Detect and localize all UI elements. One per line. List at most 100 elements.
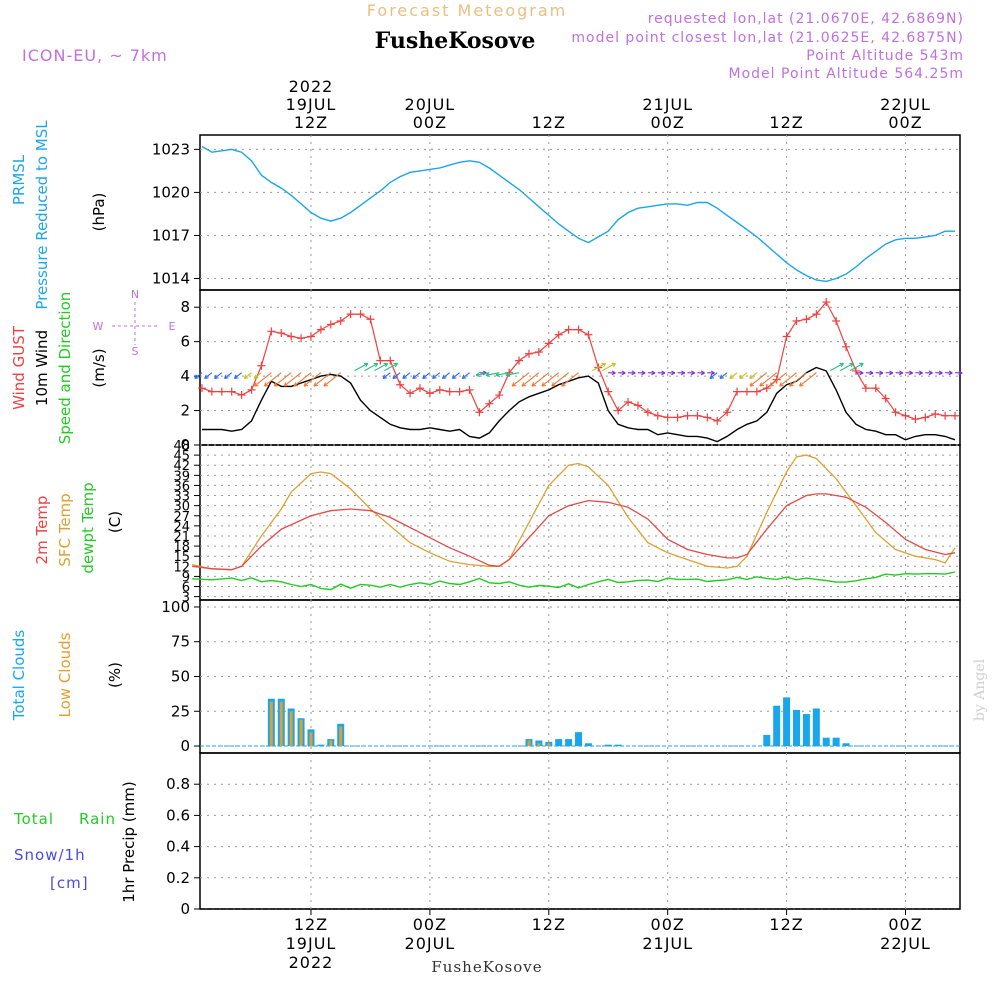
- wind-direction-arrowhead: [233, 374, 239, 379]
- compass-w: W: [93, 320, 104, 333]
- requested-coordinates: requested lon,lat (21.0670E, 42.6869N): [648, 11, 964, 27]
- wind-direction-arrow: [749, 372, 758, 379]
- wind-direction-arrowhead: [710, 370, 715, 376]
- wind-direction-arrowhead: [392, 374, 397, 379]
- wind-gust-marker: [653, 411, 662, 420]
- y-tick-label: 12: [173, 560, 190, 575]
- wind-direction-arrow: [495, 372, 510, 376]
- wind-gust-marker: [227, 387, 236, 396]
- wind-gust-marker: [633, 401, 642, 410]
- wind-gust-marker: [842, 342, 851, 351]
- precip-panel-frame: [199, 752, 961, 910]
- y-tick-label: 27: [173, 510, 190, 525]
- temp-2m-label: 2m Temp: [33, 496, 51, 565]
- clouds-unit: (%): [106, 662, 124, 688]
- wind-gust-marker: [584, 330, 593, 339]
- wind-series: [197, 298, 960, 443]
- wind-gust-marker: [376, 356, 385, 365]
- time-label: 2022: [289, 77, 334, 96]
- wind-direction-arrowhead: [263, 382, 269, 387]
- wind-10m-label: 10m Wind: [33, 330, 51, 406]
- wind-gust-marker: [564, 325, 573, 334]
- wind-gust-marker: [693, 411, 702, 420]
- wind-direction-arrowhead: [382, 374, 388, 379]
- wind-gust-marker: [297, 334, 306, 343]
- wind-direction-arrowhead: [719, 374, 724, 379]
- y-tick-label: 6: [180, 333, 190, 351]
- wind-direction-arrowhead: [253, 374, 259, 379]
- wind-direction-arrow: [799, 372, 817, 387]
- wind-direction-arrowhead: [709, 374, 715, 379]
- wind-direction-arrow: [392, 372, 401, 379]
- wind-direction-arrowhead: [551, 382, 556, 387]
- wind-direction-arrowhead: [849, 362, 854, 368]
- wind-direction-arrow: [739, 372, 748, 379]
- wind-direction-arrowhead: [363, 362, 369, 368]
- wind-direction-arrow: [541, 372, 560, 387]
- wind-direction-arrow: [432, 372, 441, 379]
- wind-direction-arrowhead: [621, 370, 626, 376]
- wind-direction-arrowhead: [485, 372, 491, 378]
- y-tick-label: 100: [161, 598, 190, 616]
- wind-direction-arrowhead: [475, 372, 481, 378]
- wind-direction-arrowhead: [461, 374, 467, 379]
- wind-direction-arrow: [264, 372, 282, 387]
- wind-direction-arrow: [779, 372, 797, 387]
- wind-gust-marker: [673, 413, 682, 422]
- model-altitude: Model Point Altitude 564.25m: [729, 66, 964, 82]
- wind-direction-arrowhead: [422, 374, 427, 379]
- wind-gust-marker: [554, 330, 563, 339]
- wind-direction-arrowhead: [561, 382, 566, 387]
- low-cloud-bar: [527, 740, 531, 747]
- model-name: ICON-EU, ~ 7km: [22, 46, 168, 65]
- wind-gust-marker: [604, 387, 613, 396]
- wind-direction-arrowhead: [859, 370, 864, 376]
- wind-gust-marker: [951, 411, 960, 420]
- wind-direction-arrow: [602, 362, 616, 372]
- total-cloud-bar: [584, 743, 592, 747]
- wind-gust-marker: [534, 348, 543, 356]
- wind-direction-arrow: [452, 372, 460, 379]
- wind-gust-marker: [574, 325, 583, 334]
- time-label: 00Z: [413, 113, 447, 132]
- wind-direction-arrowhead: [303, 382, 309, 387]
- wind-gust-marker: [822, 298, 831, 307]
- wind-gust-marker: [901, 411, 910, 420]
- y-tick-label: 25: [171, 702, 190, 720]
- wind-direction-arrowhead: [631, 370, 636, 376]
- time-label: 12Z: [769, 113, 803, 132]
- wind-direction-arrowhead: [204, 374, 209, 379]
- time-label: 19JUL: [286, 934, 337, 953]
- wind-direction-arrowhead: [700, 370, 705, 376]
- wind-direction-arrowhead: [918, 370, 923, 376]
- wind-gust-marker: [802, 315, 811, 324]
- wind-gust-marker: [713, 416, 722, 425]
- wind-unit: (m/s): [90, 348, 108, 387]
- total-cloud-bar: [763, 734, 771, 747]
- wind-direction-arrow: [204, 372, 213, 379]
- wind-direction-arrowhead: [869, 370, 874, 376]
- time-label: 21JUL: [642, 934, 693, 953]
- wind-gust-marker: [495, 391, 504, 400]
- time-label: 00Z: [651, 113, 685, 132]
- y-tick-label: 39: [173, 469, 190, 484]
- wind-direction-arrow: [382, 372, 391, 379]
- wind-direction-arrowhead: [948, 370, 953, 376]
- snow-label-2: [cm]: [50, 874, 89, 892]
- wind-gust-marker: [752, 387, 761, 396]
- wind-direction-arrow: [402, 372, 411, 379]
- wind-direction-arrow: [719, 372, 728, 379]
- wind-direction-arrowhead: [323, 382, 328, 387]
- wind-direction-arrow: [476, 372, 490, 376]
- wind-direction-arrowhead: [224, 374, 229, 379]
- time-label: 21JUL: [642, 95, 693, 114]
- wind-direction-arrowhead: [671, 370, 676, 376]
- wind-direction-arrow: [274, 372, 292, 387]
- credit-watermark: by Angel: [972, 658, 988, 721]
- wind-direction-arrow: [829, 362, 844, 372]
- wind-gust-marker: [891, 408, 900, 417]
- point-altitude: Point Altitude 543m: [806, 48, 964, 64]
- wind-gust-marker: [832, 317, 841, 325]
- y-tick-label: 50: [171, 668, 190, 686]
- wind-direction-arrow: [789, 372, 807, 387]
